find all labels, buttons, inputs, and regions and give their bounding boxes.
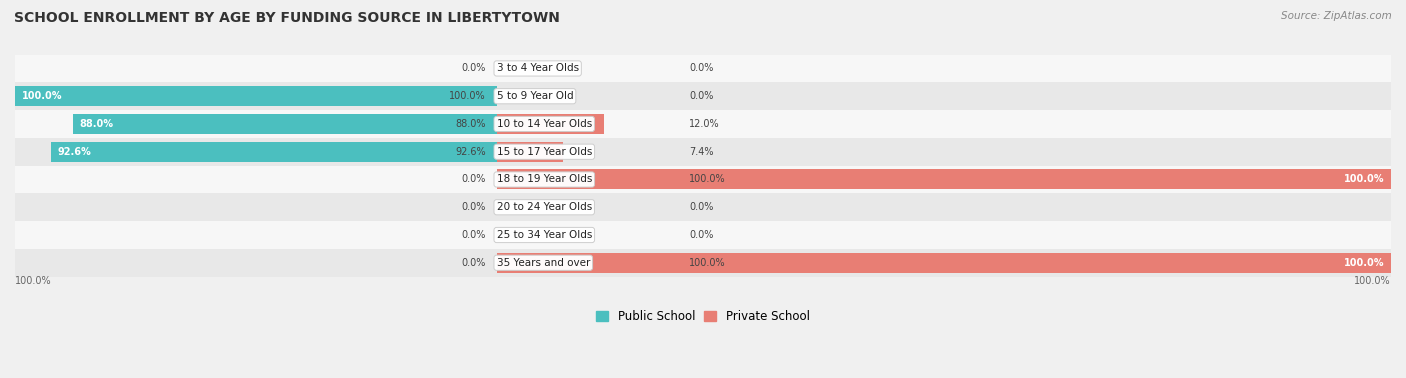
Text: SCHOOL ENROLLMENT BY AGE BY FUNDING SOURCE IN LIBERTYTOWN: SCHOOL ENROLLMENT BY AGE BY FUNDING SOUR… <box>14 11 560 25</box>
Legend: Public School, Private School: Public School, Private School <box>592 305 814 328</box>
Bar <box>15 82 1391 110</box>
Text: 0.0%: 0.0% <box>689 202 714 212</box>
Text: 0.0%: 0.0% <box>461 202 485 212</box>
Text: 35 Years and over: 35 Years and over <box>496 258 591 268</box>
Text: 0.0%: 0.0% <box>461 258 485 268</box>
Text: 3 to 4 Year Olds: 3 to 4 Year Olds <box>496 64 579 73</box>
Bar <box>496 169 1391 189</box>
Text: 100.0%: 100.0% <box>1354 276 1391 286</box>
Bar <box>15 166 1391 194</box>
Text: 15 to 17 Year Olds: 15 to 17 Year Olds <box>496 147 592 157</box>
Text: 0.0%: 0.0% <box>461 175 485 184</box>
Text: 100.0%: 100.0% <box>1344 175 1384 184</box>
Text: 92.6%: 92.6% <box>456 147 485 157</box>
Text: Source: ZipAtlas.com: Source: ZipAtlas.com <box>1281 11 1392 21</box>
Bar <box>15 110 1391 138</box>
Bar <box>15 249 1391 277</box>
Text: 100.0%: 100.0% <box>689 258 725 268</box>
Bar <box>496 114 605 134</box>
Bar <box>15 194 1391 221</box>
Bar <box>496 142 562 162</box>
Text: 100.0%: 100.0% <box>15 276 52 286</box>
Text: 10 to 14 Year Olds: 10 to 14 Year Olds <box>496 119 592 129</box>
Text: 100.0%: 100.0% <box>689 175 725 184</box>
Text: 0.0%: 0.0% <box>461 64 485 73</box>
Text: 88.0%: 88.0% <box>80 119 114 129</box>
Text: 20 to 24 Year Olds: 20 to 24 Year Olds <box>496 202 592 212</box>
Bar <box>15 54 1391 82</box>
Text: 88.0%: 88.0% <box>456 119 485 129</box>
Text: 18 to 19 Year Olds: 18 to 19 Year Olds <box>496 175 592 184</box>
Bar <box>51 142 496 162</box>
Bar <box>15 138 1391 166</box>
Bar <box>496 253 1391 273</box>
Text: 12.0%: 12.0% <box>689 119 720 129</box>
Text: 100.0%: 100.0% <box>449 91 485 101</box>
Bar <box>15 86 496 106</box>
Bar <box>73 114 496 134</box>
Text: 100.0%: 100.0% <box>22 91 62 101</box>
Text: 25 to 34 Year Olds: 25 to 34 Year Olds <box>496 230 592 240</box>
Text: 92.6%: 92.6% <box>58 147 91 157</box>
Text: 5 to 9 Year Old: 5 to 9 Year Old <box>496 91 574 101</box>
Text: 0.0%: 0.0% <box>461 230 485 240</box>
Text: 0.0%: 0.0% <box>689 230 714 240</box>
Text: 0.0%: 0.0% <box>689 64 714 73</box>
Bar <box>15 221 1391 249</box>
Text: 7.4%: 7.4% <box>689 147 714 157</box>
Text: 100.0%: 100.0% <box>1344 258 1384 268</box>
Text: 0.0%: 0.0% <box>689 91 714 101</box>
